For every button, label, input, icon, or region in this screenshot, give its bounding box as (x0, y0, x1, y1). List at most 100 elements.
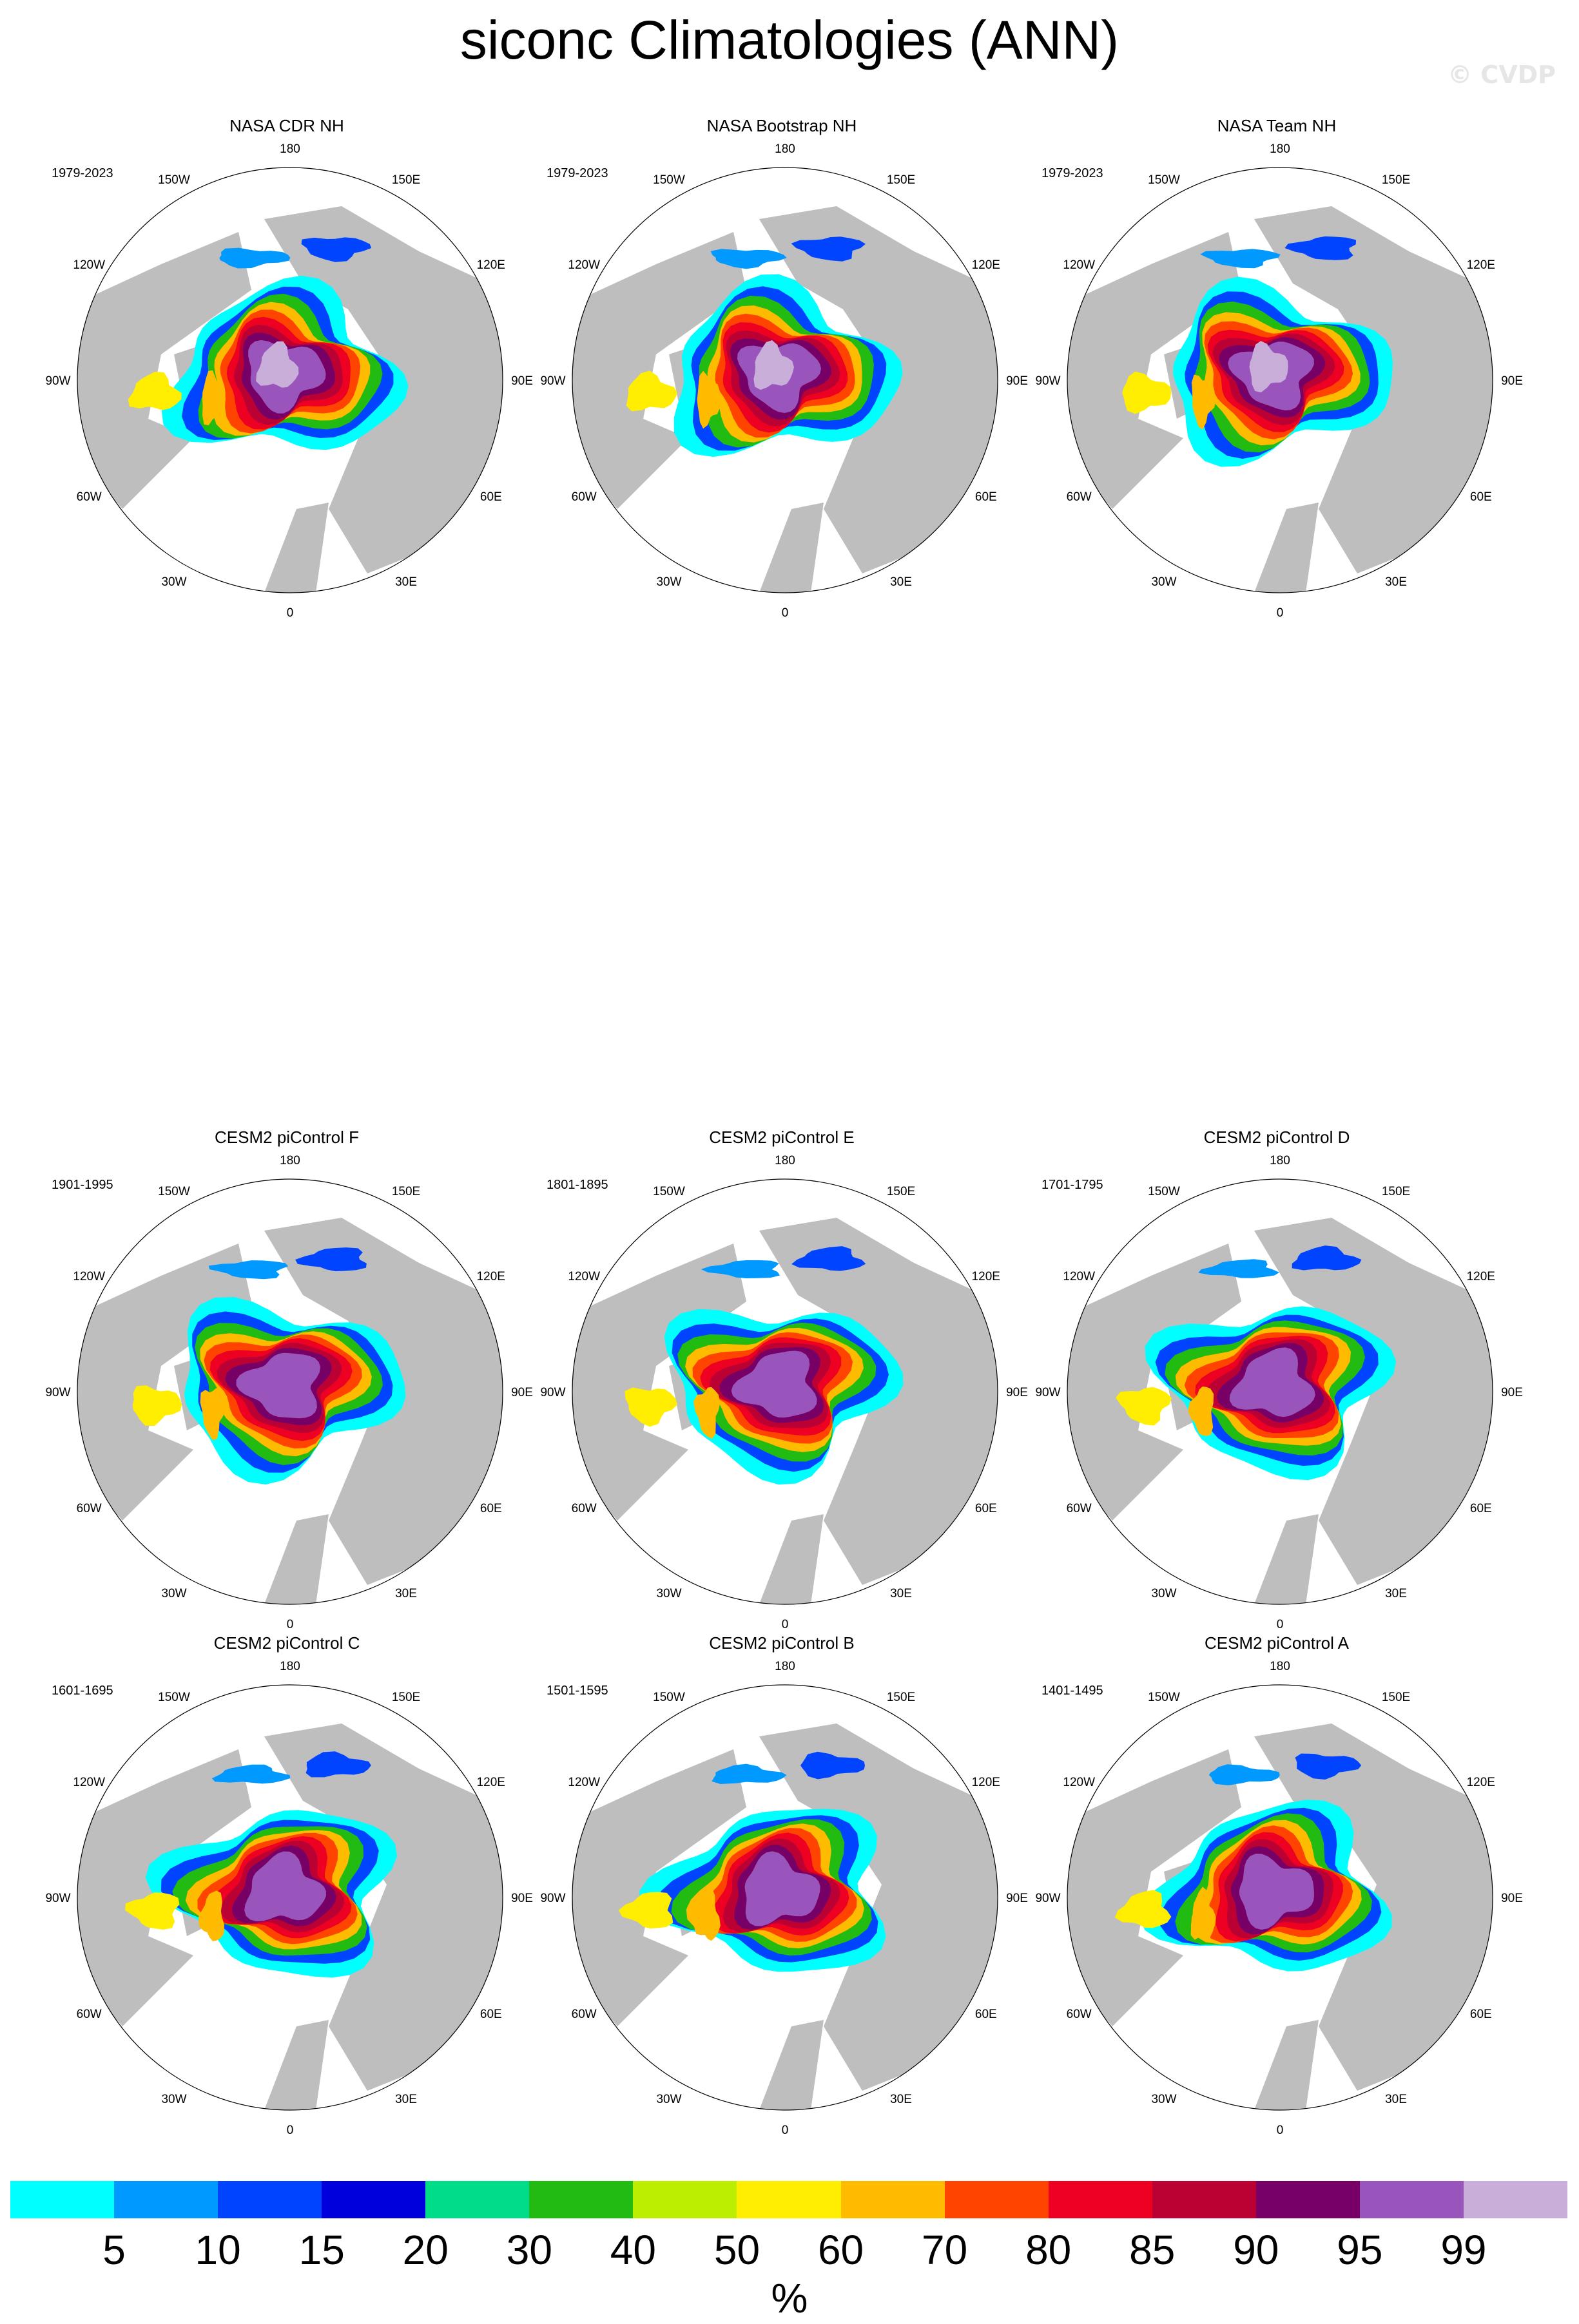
ice-baffin-bay (202, 370, 226, 425)
lon-label: 30E (1385, 1587, 1407, 1600)
ice-band (744, 1851, 820, 1926)
panel-title: CESM2 piControl C (213, 1633, 360, 1653)
lon-label: 150W (158, 1691, 190, 1704)
panel-period: 1979-2023 (52, 166, 113, 180)
land-north-america (77, 1749, 251, 2026)
ice-okhotsk-sea (1284, 236, 1356, 260)
colorbar-unit: % (771, 2275, 808, 2321)
lon-label: 90E (1006, 1892, 1028, 1905)
map-panel: NASA Team NH 1979-2023 180 150E 120E 90E 60E 30… (1035, 116, 1522, 620)
map-border (1067, 1178, 1493, 1605)
lon-label: 30W (1151, 2093, 1176, 2106)
colorbar-tick-label: 50 (713, 2227, 760, 2273)
land-europe (264, 503, 329, 593)
map-panel: NASA CDR NH 1979-2023 180 150E 120E 90E 60E 30E… (45, 116, 532, 620)
colorbar-tick-label: 60 (817, 2227, 864, 2273)
lon-label: 0 (782, 606, 789, 620)
colorbar-tick-label: 10 (195, 2227, 241, 2273)
lon-label: 90E (511, 1386, 533, 1399)
colorbar-tick-label: 99 (1440, 2227, 1487, 2273)
colorbar-swatch (1048, 2181, 1152, 2218)
colorbar-swatch (633, 2181, 737, 2218)
map-panel: CESM2 piControl E 1801-1895 180 150E 120E 90E… (540, 1128, 1027, 1631)
lon-label: 90E (1501, 374, 1523, 388)
lon-label: 120W (568, 1270, 600, 1283)
ice-hudson-bay (625, 1387, 678, 1427)
colorbar-tick-label: 15 (298, 2227, 345, 2273)
land-north-america (572, 232, 746, 509)
lon-label: 30W (656, 575, 681, 589)
lon-label: 60W (572, 490, 597, 504)
lon-label: 30E (395, 2093, 417, 2106)
lon-label: 30W (1151, 1587, 1176, 1600)
colorbar-tick-label: 40 (610, 2227, 656, 2273)
panel-title: CESM2 piControl B (709, 1633, 855, 1653)
panel-title: CESM2 piControl D (1203, 1128, 1350, 1147)
lon-label: 90W (45, 374, 70, 388)
land-europe (759, 1514, 824, 1604)
map-panel: CESM2 piControl D 1701-1795 180 150E 120E 90E… (1035, 1128, 1522, 1631)
lon-label: 90E (1501, 1386, 1523, 1399)
colorbar-swatch (529, 2181, 634, 2218)
ice-core (1249, 341, 1288, 392)
lon-label: 180 (280, 1660, 300, 1673)
ice-okhotsk-sea (800, 1751, 865, 1780)
lon-label: 120W (1063, 1776, 1095, 1789)
lon-label: 30E (890, 2093, 912, 2106)
lon-label: 60W (1067, 490, 1092, 504)
lon-label: 0 (287, 1618, 294, 1631)
lon-label: 150E (1382, 1691, 1410, 1704)
lon-label: 120W (73, 258, 105, 272)
land-eurasia (264, 1724, 503, 2091)
ice-band (1229, 1347, 1315, 1417)
lon-label: 150W (158, 173, 190, 187)
panel-period: 1979-2023 (547, 166, 608, 180)
map-panel: CESM2 piControl C 1601-1695 180 150E 120E 90E… (45, 1633, 532, 2137)
ice-hudson-bay (1116, 1387, 1172, 1426)
colorbar-swatch (218, 2181, 322, 2218)
ice-okhotsk-sea (791, 236, 866, 262)
lon-label: 120W (73, 1776, 105, 1789)
ice-hudson-bay (626, 370, 678, 412)
lon-label: 60E (1470, 1502, 1492, 1515)
lon-label: 120E (972, 1776, 1000, 1789)
panel-title: CESM2 piControl E (709, 1128, 855, 1147)
lon-label: 150E (887, 173, 915, 187)
lon-label: 30E (890, 1587, 912, 1600)
lon-label: 60E (1470, 2008, 1492, 2021)
lon-label: 0 (1277, 606, 1284, 620)
colorbar-tick-label: 90 (1233, 2227, 1279, 2273)
lon-label: 180 (1270, 1154, 1290, 1167)
panel-period: 1701-1795 (1041, 1178, 1103, 1192)
colorbar-tick-label: 30 (506, 2227, 552, 2273)
ice-baffin-bay (693, 1387, 721, 1439)
ice-okhotsk-sea (1292, 1245, 1362, 1271)
lon-label: 180 (775, 1154, 795, 1167)
lon-label: 0 (1277, 2124, 1284, 2137)
lon-label: 150W (653, 1691, 685, 1704)
lon-label: 30W (1151, 575, 1176, 589)
land-north-america (1067, 1749, 1241, 2026)
lon-label: 90E (511, 374, 533, 388)
ice-baffin-bay (1188, 1386, 1214, 1436)
ice-core (753, 340, 794, 390)
lon-label: 120E (477, 1776, 505, 1789)
lon-label: 150E (887, 1691, 915, 1704)
lon-label: 30E (395, 1587, 417, 1600)
lon-label: 180 (775, 142, 795, 156)
panel-title: CESM2 piControl A (1205, 1633, 1349, 1653)
lon-label: 150W (1148, 1691, 1180, 1704)
colorbar-swatch (840, 2181, 945, 2218)
lon-label: 90E (1006, 374, 1028, 388)
ice-okhotsk-sea (791, 1246, 866, 1271)
lon-label: 180 (775, 1660, 795, 1673)
lon-label: 150W (158, 1185, 190, 1198)
ice-bering-sea (1198, 1259, 1279, 1278)
colorbar-swatch (1255, 2181, 1360, 2218)
lon-label: 60E (975, 2008, 997, 2021)
lon-label: 150E (887, 1185, 915, 1198)
lon-label: 90W (1035, 1386, 1060, 1399)
land-europe (264, 2020, 329, 2110)
ice-baffin-bay (200, 1388, 226, 1441)
map-panel: CESM2 piControl F 1901-1995 180 150E 120E 90E… (45, 1128, 532, 1631)
